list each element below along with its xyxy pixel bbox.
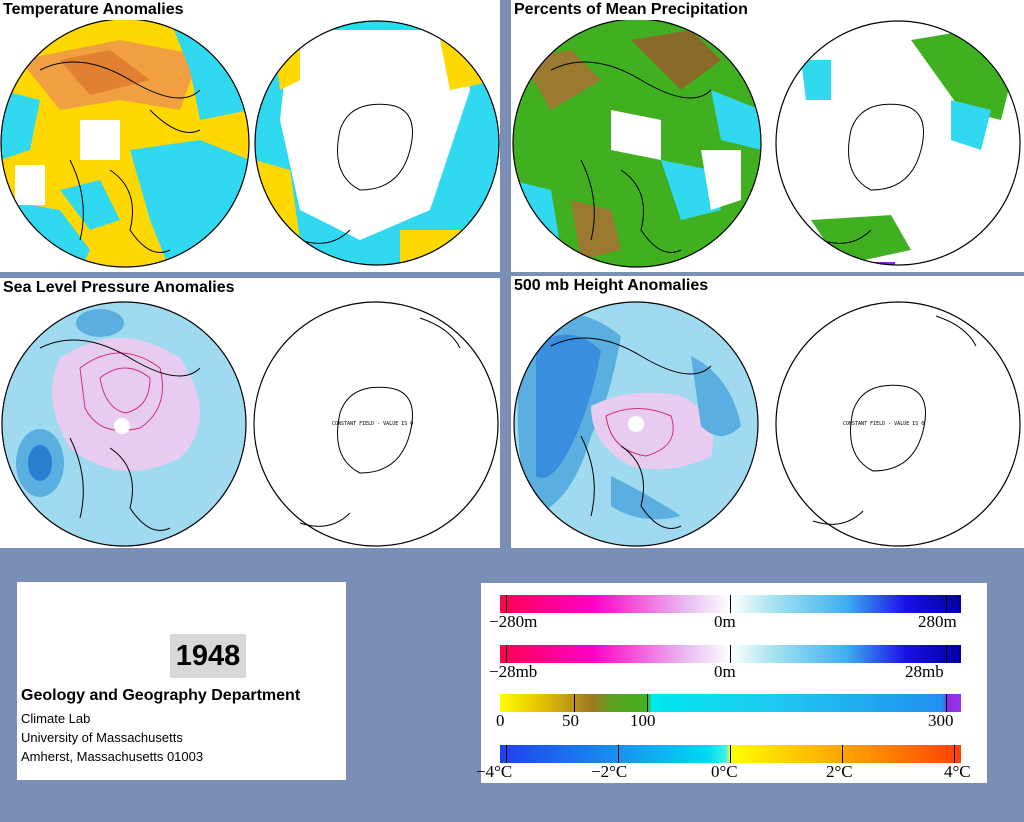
precip-tick-100: [647, 694, 648, 712]
temp-tick-m4: [506, 745, 507, 763]
pressure-globe-south: CONSTANT FIELD - VALUE IS 0: [299, 317, 461, 527]
pressure-globe-north: [2, 302, 246, 546]
temperature-title: Temperature Anomalies: [0, 0, 187, 20]
pressure-label-mid: 0m: [714, 662, 736, 681]
height-maps: CONSTANT FIELD - VALUE IS 0: [513, 301, 1021, 547]
precip-label-50: 50: [562, 711, 579, 730]
height-label-mid: 0m: [714, 612, 736, 631]
temp-label-p4: 4°C: [944, 762, 971, 781]
pressure-label-max: 28mb: [905, 662, 944, 681]
precip-label-0: 0: [496, 711, 505, 730]
pressure-tick-max: [946, 645, 947, 663]
precipitation-maps: [512, 18, 1021, 268]
temp-label-p2: 2°C: [826, 762, 853, 781]
pressure-maps: CONSTANT FIELD - VALUE IS 0: [1, 301, 499, 547]
precip-label-100: 100: [630, 711, 656, 730]
lab-name: Climate Lab: [21, 711, 91, 726]
year-label: 1948: [170, 634, 246, 678]
height-globe-south: CONSTANT FIELD - VALUE IS 0: [812, 315, 977, 525]
temp-label-m4: −4°C: [476, 762, 513, 781]
pressure-label-min: −28mb: [489, 662, 538, 681]
precip-label-300: 300: [928, 711, 954, 730]
temp-tick-0: [730, 745, 731, 763]
pressure-constant-label: CONSTANT FIELD - VALUE IS 0: [332, 421, 413, 427]
temp-label-0: 0°C: [711, 762, 738, 781]
pressure-panel: CONSTANT FIELD - VALUE IS 0 Sea Level Pr…: [0, 278, 500, 548]
pressure-colorbar: [500, 645, 961, 663]
temperature-colorbar: [500, 745, 961, 763]
info-box: [17, 582, 346, 780]
temp-tick-m2: [618, 745, 619, 763]
temp-tick-p4: [954, 745, 955, 763]
temperature-panel: Temperature Anomalies: [0, 0, 500, 272]
university-name: University of Massachusetts: [21, 730, 183, 745]
height-label-min: −280m: [489, 612, 538, 631]
pressure-tick-mid: [730, 645, 731, 663]
height-tick-min: [506, 595, 507, 613]
height-tick-mid: [730, 595, 731, 613]
height-title: 500 mb Height Anomalies: [511, 276, 712, 296]
height-label-max: 280m: [918, 612, 957, 631]
department-name: Geology and Geography Department: [21, 687, 301, 704]
temp-label-m2: −2°C: [591, 762, 628, 781]
precipitation-title: Percents of Mean Precipitation: [511, 0, 751, 20]
height-tick-max: [946, 595, 947, 613]
precipitation-colorbar: [500, 694, 961, 712]
height-panel: CONSTANT FIELD - VALUE IS 0 500 mb Heigh…: [511, 276, 1024, 548]
precipitation-panel: Percents of Mean Precipitation: [511, 0, 1024, 272]
pressure-title: Sea Level Pressure Anomalies: [0, 278, 238, 298]
temperature-globe-south: [255, 21, 499, 265]
temp-tick-p2: [842, 745, 843, 763]
temperature-maps: [0, 18, 500, 268]
precip-tick-50: [574, 694, 575, 712]
pressure-tick-min: [506, 645, 507, 663]
precipitation-globe-south: [776, 21, 1020, 265]
height-globe-north: [514, 302, 758, 546]
precip-tick-300: [946, 694, 947, 712]
address-line: Amherst, Massachusetts 01003: [21, 749, 204, 764]
height-colorbar: [500, 595, 961, 613]
height-constant-label: CONSTANT FIELD - VALUE IS 0: [843, 421, 924, 427]
